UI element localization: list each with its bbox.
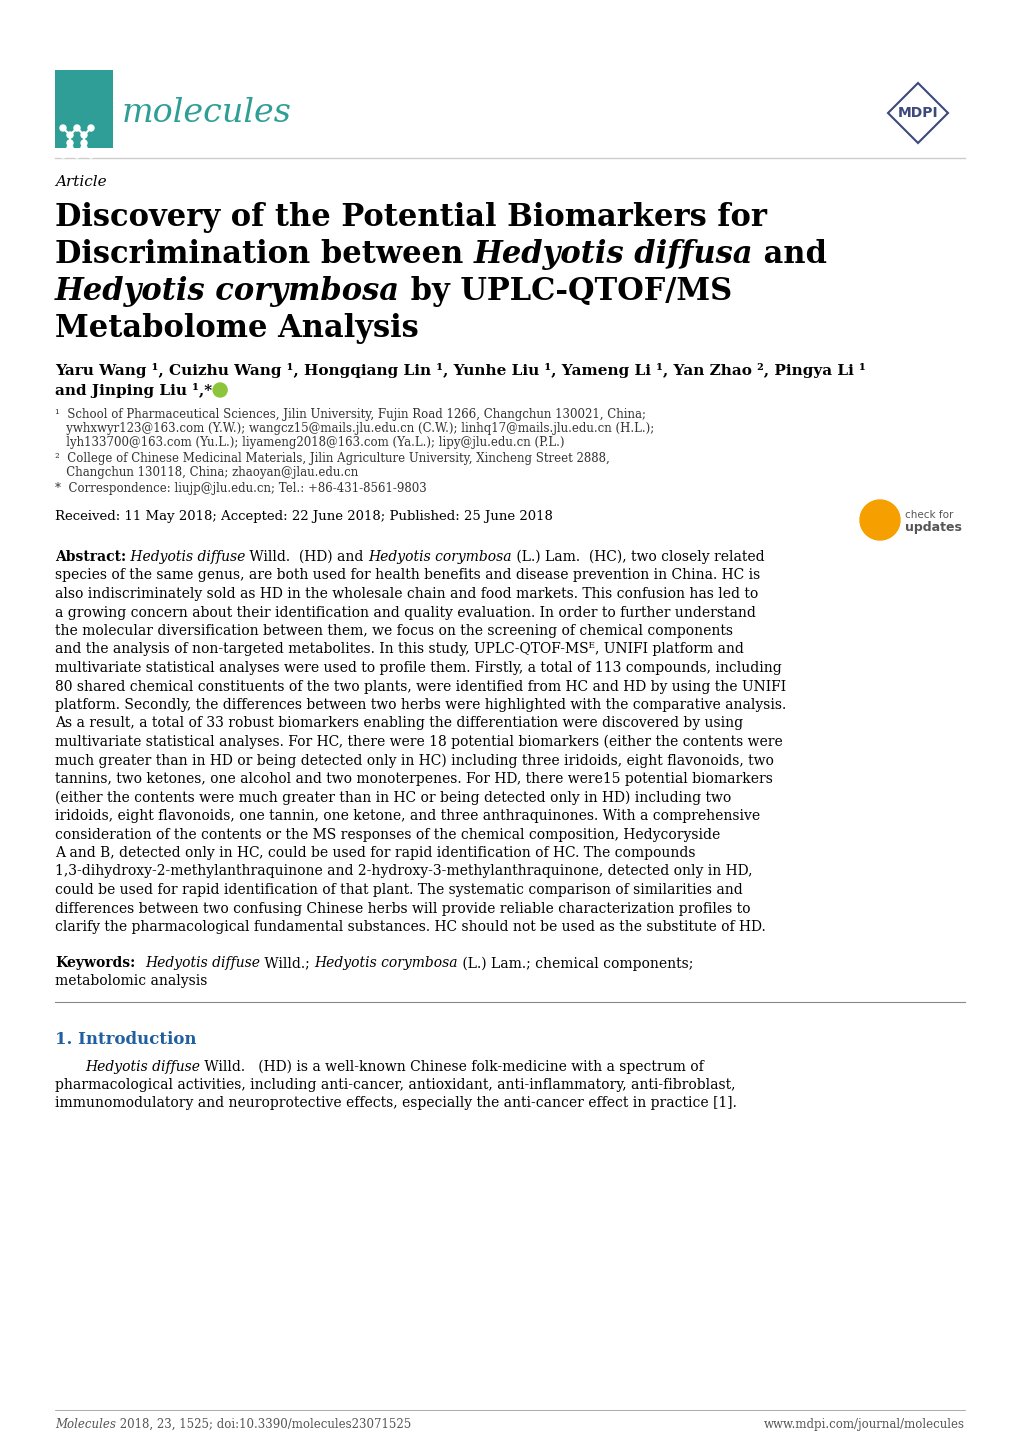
FancyBboxPatch shape <box>55 71 113 149</box>
Circle shape <box>81 133 87 138</box>
Circle shape <box>88 125 94 131</box>
Text: (either the contents were much greater than in HC or being detected only in HD) : (either the contents were much greater t… <box>55 790 731 805</box>
Text: and Jinping Liu ¹,*: and Jinping Liu ¹,* <box>55 384 212 398</box>
Text: Abstract:: Abstract: <box>55 549 126 564</box>
Text: could be used for rapid identification of that plant. The systematic comparison : could be used for rapid identification o… <box>55 883 742 897</box>
Circle shape <box>67 146 73 151</box>
Text: Hedyotis diffusa: Hedyotis diffusa <box>474 239 753 270</box>
Text: Discrimination between: Discrimination between <box>55 239 474 270</box>
Text: immunomodulatory and neuroprotective effects, especially the anti-cancer effect : immunomodulatory and neuroprotective eff… <box>55 1096 736 1109</box>
Text: Received: 11 May 2018; Accepted: 22 June 2018; Published: 25 June 2018: Received: 11 May 2018; Accepted: 22 June… <box>55 510 552 523</box>
Text: molecules: molecules <box>122 97 291 128</box>
Text: tannins, two ketones, one alcohol and two monoterpenes. For HD, there were15 pot: tannins, two ketones, one alcohol and tw… <box>55 771 772 786</box>
Text: iD: iD <box>216 386 224 394</box>
Circle shape <box>60 151 66 159</box>
Text: www.mdpi.com/journal/molecules: www.mdpi.com/journal/molecules <box>763 1417 964 1430</box>
Text: metabolomic analysis: metabolomic analysis <box>55 975 207 989</box>
Text: lyh133700@163.com (Yu.L.); liyameng2018@163.com (Ya.L.); lipy@jlu.edu.cn (P.L.): lyh133700@163.com (Yu.L.); liyameng2018@… <box>55 435 564 448</box>
Text: Hedyotis corymbosa: Hedyotis corymbosa <box>368 549 512 564</box>
Text: MDPI: MDPI <box>897 107 937 120</box>
Text: Yaru Wang ¹, Cuizhu Wang ¹, Hongqiang Lin ¹, Yunhe Liu ¹, Yameng Li ¹, Yan Zhao : Yaru Wang ¹, Cuizhu Wang ¹, Hongqiang Li… <box>55 363 865 378</box>
Text: species of the same genus, are both used for health benefits and disease prevent: species of the same genus, are both used… <box>55 568 759 583</box>
Text: also indiscriminately sold as HD in the wholesale chain and food markets. This c: also indiscriminately sold as HD in the … <box>55 587 757 601</box>
Text: Hedyotis corymbosa: Hedyotis corymbosa <box>55 275 399 307</box>
Circle shape <box>67 140 73 146</box>
Circle shape <box>859 500 899 539</box>
Text: Hedyotis corymbosa: Hedyotis corymbosa <box>314 956 458 970</box>
Text: 80 shared chemical constituents of the two plants, were identified from HC and H: 80 shared chemical constituents of the t… <box>55 679 786 694</box>
Text: differences between two confusing Chinese herbs will provide reliable characteri: differences between two confusing Chines… <box>55 901 750 916</box>
Text: (L.) Lam.  (HC), two closely related: (L.) Lam. (HC), two closely related <box>512 549 763 564</box>
Text: Willd.   (HD) is a well-known Chinese folk-medicine with a spectrum of: Willd. (HD) is a well-known Chinese folk… <box>200 1060 703 1074</box>
Text: Changchun 130118, China; zhaoyan@jlau.edu.cn: Changchun 130118, China; zhaoyan@jlau.ed… <box>55 466 358 479</box>
Text: ✓: ✓ <box>869 512 886 532</box>
Circle shape <box>60 125 66 131</box>
Text: Article: Article <box>55 174 107 189</box>
Text: Keywords:: Keywords: <box>55 956 136 970</box>
Text: a growing concern about their identification and quality evaluation. In order to: a growing concern about their identifica… <box>55 606 755 620</box>
Circle shape <box>81 146 87 151</box>
Text: Willd.  (HD) and: Willd. (HD) and <box>246 549 368 564</box>
Text: clarify the pharmacological fundamental substances. HC should not be used as the: clarify the pharmacological fundamental … <box>55 920 765 934</box>
Circle shape <box>81 140 87 146</box>
Text: ²  College of Chinese Medicinal Materials, Jilin Agriculture University, Xinchen: ² College of Chinese Medicinal Materials… <box>55 451 609 464</box>
Text: Discovery of the Potential Biomarkers for: Discovery of the Potential Biomarkers fo… <box>55 202 766 234</box>
Text: by UPLC-QTOF/MS: by UPLC-QTOF/MS <box>399 275 732 307</box>
Text: 2018, 23, 1525; doi:10.3390/molecules23071525: 2018, 23, 1525; doi:10.3390/molecules230… <box>116 1417 411 1430</box>
Text: consideration of the contents or the MS responses of the chemical composition, H: consideration of the contents or the MS … <box>55 828 719 842</box>
Circle shape <box>67 133 73 138</box>
Text: Hedyotis diffuse: Hedyotis diffuse <box>145 956 260 970</box>
Text: platform. Secondly, the differences between two herbs were highlighted with the : platform. Secondly, the differences betw… <box>55 698 786 712</box>
Text: iridoids, eight flavonoids, one tannin, one ketone, and three anthraquinones. Wi: iridoids, eight flavonoids, one tannin, … <box>55 809 759 823</box>
Text: *  Correspondence: liujp@jlu.edu.cn; Tel.: +86-431-8561-9803: * Correspondence: liujp@jlu.edu.cn; Tel.… <box>55 482 426 495</box>
Text: Molecules: Molecules <box>55 1417 116 1430</box>
Text: ¹  School of Pharmaceutical Sciences, Jilin University, Fujin Road 1266, Changch: ¹ School of Pharmaceutical Sciences, Jil… <box>55 408 645 421</box>
Circle shape <box>74 125 79 131</box>
Text: Hedyotis diffuse: Hedyotis diffuse <box>126 549 246 564</box>
Circle shape <box>213 384 227 397</box>
Text: multivariate statistical analyses. For HC, there were 18 potential biomarkers (e: multivariate statistical analyses. For H… <box>55 735 782 750</box>
Text: A and B, detected only in HC, could be used for rapid identification of HC. The : A and B, detected only in HC, could be u… <box>55 846 695 859</box>
Circle shape <box>88 151 94 159</box>
Text: 1,3-dihydroxy-2-methylanthraquinone and 2-hydroxy-3-methylanthraquinone, detecte: 1,3-dihydroxy-2-methylanthraquinone and … <box>55 865 752 878</box>
Text: pharmacological activities, including anti-cancer, antioxidant, anti-inflammator: pharmacological activities, including an… <box>55 1077 735 1092</box>
Text: (L.) Lam.; chemical components;: (L.) Lam.; chemical components; <box>458 956 692 970</box>
Text: and the analysis of non-targeted metabolites. In this study, UPLC-QTOF-MSᴱ, UNIF: and the analysis of non-targeted metabol… <box>55 643 743 656</box>
Text: check for: check for <box>904 510 953 521</box>
Text: much greater than in HD or being detected only in HC) including three iridoids, : much greater than in HD or being detecte… <box>55 754 773 769</box>
Text: Metabolome Analysis: Metabolome Analysis <box>55 313 419 345</box>
Text: As a result, a total of 33 robust biomarkers enabling the differentiation were d: As a result, a total of 33 robust biomar… <box>55 717 743 731</box>
Text: multivariate statistical analyses were used to profile them. Firstly, a total of: multivariate statistical analyses were u… <box>55 660 781 675</box>
Text: 1. Introduction: 1. Introduction <box>55 1031 197 1048</box>
Text: Hedyotis diffuse: Hedyotis diffuse <box>85 1060 200 1073</box>
Text: Willd.;: Willd.; <box>260 956 310 970</box>
Text: updates: updates <box>904 522 961 535</box>
Text: ywhxwyr123@163.com (Y.W.); wangcz15@mails.jlu.edu.cn (C.W.); linhq17@mails.jlu.e: ywhxwyr123@163.com (Y.W.); wangcz15@mail… <box>55 423 653 435</box>
Circle shape <box>74 151 79 159</box>
Text: the molecular diversification between them, we focus on the screening of chemica: the molecular diversification between th… <box>55 624 733 637</box>
Text: and: and <box>753 239 826 270</box>
